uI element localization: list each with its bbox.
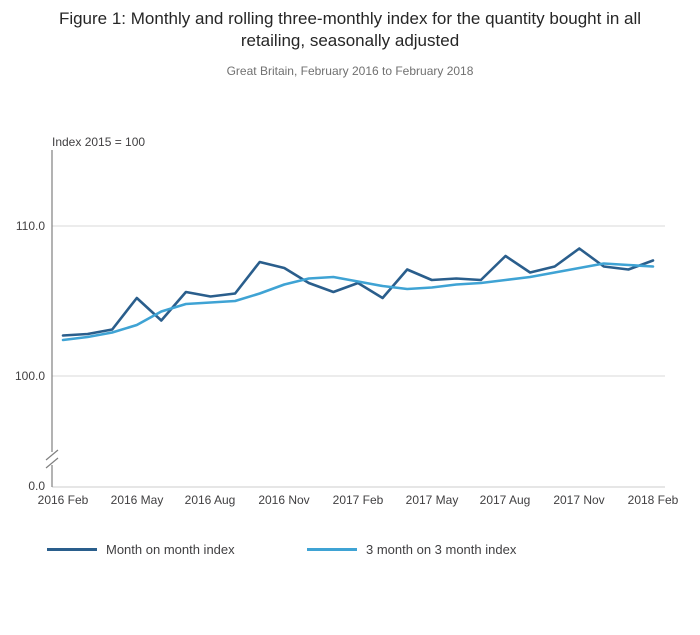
x-tick-label: 2016 Nov <box>258 493 310 507</box>
chart-title: Figure 1: Monthly and rolling three-mont… <box>58 9 642 50</box>
legend-swatch-3m-on-3m <box>307 548 357 551</box>
y-tick-label-0: 0.0 <box>28 479 45 493</box>
x-tick-label: 2016 May <box>110 493 164 507</box>
legend-label-3m-on-3m: 3 month on 3 month index <box>366 542 517 557</box>
legend-item-month-on-month: Month on month index <box>47 542 235 557</box>
legend-swatch-month-on-month <box>47 548 97 551</box>
axis-break-mark-1 <box>45 449 59 461</box>
y-tick-label-110: 110.0 <box>15 219 45 233</box>
chart-subtitle: Great Britain, February 2016 to February… <box>226 64 474 78</box>
x-tick-label: 2017 Feb <box>332 493 384 507</box>
x-tick-label: 2016 Feb <box>37 493 89 507</box>
legend-item-3m-on-3m: 3 month on 3 month index <box>307 542 516 557</box>
x-tick-label: 2017 Nov <box>553 493 605 507</box>
x-tick-label: 2018 Feb <box>627 493 679 507</box>
x-tick-label: 2017 Aug <box>479 493 531 507</box>
x-tick-label: 2016 Aug <box>184 493 236 507</box>
series-layer <box>61 247 655 342</box>
series-line-month-on-month <box>61 247 655 337</box>
y-axis-title: Index 2015 = 100 <box>52 135 146 149</box>
legend-label-month-on-month: Month on month index <box>106 542 235 557</box>
axis-break-mark-2 <box>45 457 59 469</box>
x-tick-label: 2017 May <box>405 493 459 507</box>
y-tick-label-100: 100.0 <box>14 369 45 383</box>
series-line-3-month-on-3-month <box>61 262 655 342</box>
